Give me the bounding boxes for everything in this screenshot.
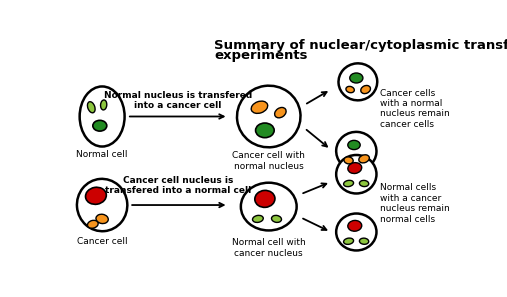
Ellipse shape: [88, 220, 98, 228]
Ellipse shape: [348, 220, 361, 231]
Text: Normal cell with
cancer nucleus: Normal cell with cancer nucleus: [232, 238, 306, 257]
Ellipse shape: [359, 180, 369, 187]
Ellipse shape: [252, 215, 263, 222]
Ellipse shape: [339, 63, 377, 100]
Ellipse shape: [256, 123, 274, 138]
Text: experiments: experiments: [214, 49, 308, 62]
Ellipse shape: [100, 100, 107, 110]
Ellipse shape: [255, 190, 275, 207]
Ellipse shape: [275, 108, 286, 118]
Text: Normal nucleus is transfered
into a cancer cell: Normal nucleus is transfered into a canc…: [104, 91, 252, 110]
Ellipse shape: [251, 101, 268, 113]
Ellipse shape: [241, 183, 297, 230]
Text: Normal cell: Normal cell: [77, 150, 128, 159]
Text: Summary of nuclear/cytoplasmic transfer: Summary of nuclear/cytoplasmic transfer: [214, 40, 507, 53]
Ellipse shape: [93, 120, 107, 131]
Ellipse shape: [336, 155, 377, 193]
Ellipse shape: [344, 238, 353, 244]
Ellipse shape: [344, 180, 353, 187]
Ellipse shape: [359, 155, 369, 163]
Text: Cancer cells
with a normal
nucleus remain
cancer cells: Cancer cells with a normal nucleus remai…: [380, 89, 449, 129]
Text: Normal cells
with a cancer
nucleus remain
normal cells: Normal cells with a cancer nucleus remai…: [380, 184, 449, 224]
Ellipse shape: [86, 187, 106, 204]
Ellipse shape: [346, 86, 354, 93]
Ellipse shape: [344, 157, 353, 164]
Ellipse shape: [361, 86, 371, 94]
Ellipse shape: [237, 86, 301, 147]
Text: Cancer cell: Cancer cell: [77, 237, 127, 247]
Ellipse shape: [359, 238, 369, 244]
Ellipse shape: [80, 86, 125, 146]
Ellipse shape: [336, 214, 377, 250]
Ellipse shape: [348, 163, 361, 173]
Text: Cancer cell nucleus is
transfered into a normal cell: Cancer cell nucleus is transfered into a…: [105, 176, 251, 195]
Ellipse shape: [348, 140, 360, 150]
Ellipse shape: [87, 102, 95, 113]
Ellipse shape: [77, 179, 127, 231]
Text: Cancer cell with
normal nucleus: Cancer cell with normal nucleus: [232, 151, 305, 170]
Ellipse shape: [350, 73, 363, 83]
Ellipse shape: [272, 215, 281, 222]
Ellipse shape: [336, 132, 377, 170]
Ellipse shape: [96, 214, 108, 224]
